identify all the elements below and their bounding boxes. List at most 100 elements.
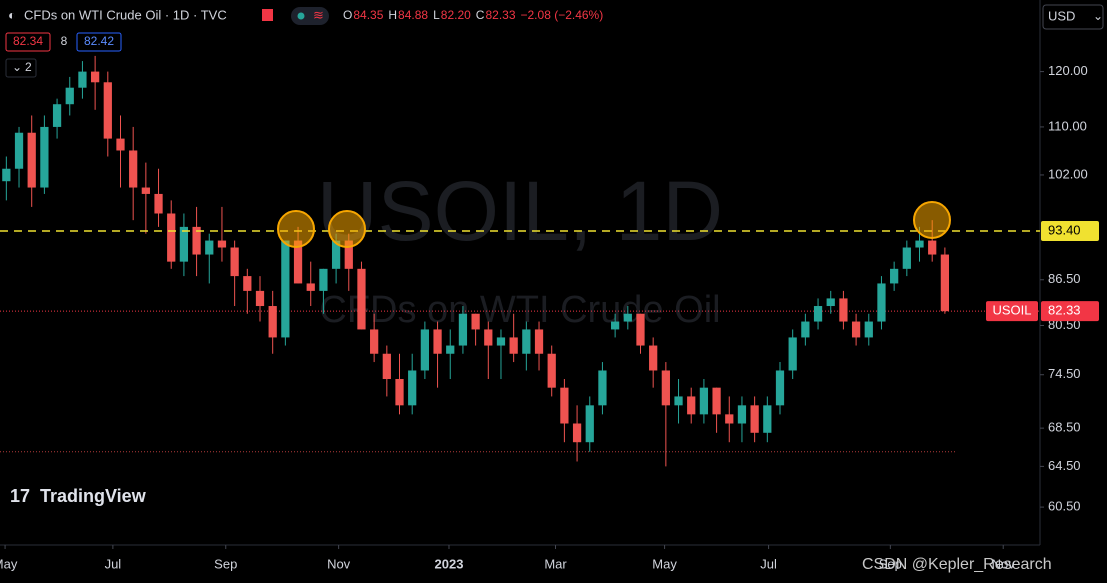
x-tick-label: Mar (544, 556, 567, 571)
candle-body (496, 337, 506, 346)
last-price-box (1041, 301, 1099, 322)
candle-body (78, 71, 87, 88)
candle-body (408, 370, 417, 406)
candle-body (205, 240, 214, 255)
ask-box[interactable] (76, 32, 122, 52)
indicators-count: 2 (25, 60, 32, 74)
candle-body (572, 423, 582, 443)
y-tick-label: 86.50 (1048, 271, 1081, 286)
candle-body (864, 321, 873, 338)
candle-body (775, 370, 785, 406)
market-dot (297, 12, 305, 20)
indicators-toggle[interactable] (5, 58, 37, 78)
candle-body (585, 405, 594, 443)
candle-body (674, 396, 683, 406)
candle-body (243, 276, 252, 291)
candle-body (116, 138, 125, 151)
y-tick-label: 120.00 (1048, 63, 1088, 78)
highlight-circle (328, 210, 366, 248)
ohlc-value: 84.88 (398, 8, 428, 22)
candle-body (2, 168, 11, 182)
y-tick-label: 74.50 (1048, 366, 1081, 381)
candle-body (179, 226, 189, 262)
ohlc-value: 82.33 (485, 8, 515, 22)
candle-body (255, 290, 265, 307)
status-pill[interactable] (291, 7, 329, 25)
candle-body (306, 283, 315, 291)
candle-body (268, 306, 277, 338)
ohlc-label: L (433, 8, 440, 22)
candle-body (649, 345, 658, 371)
currency: USD (1048, 8, 1075, 23)
last-name: USOIL (992, 303, 1031, 318)
candle-body (344, 240, 353, 269)
candle-body (661, 370, 670, 406)
legend-bar: ◐ CFDs on WTI Crude Oil · 1D · TVC ≋ O 84… (5, 7, 603, 78)
ohlc-label: C (476, 8, 485, 22)
candle-body (737, 405, 747, 424)
resistance-label-box (1041, 220, 1099, 241)
y-tick-label: 102.00 (1048, 166, 1088, 181)
candle-body (230, 247, 239, 277)
candle-body (813, 306, 823, 322)
x-tick-label: Sep (879, 556, 902, 571)
candle-body (915, 240, 924, 248)
y-tick-label: 64.50 (1048, 458, 1081, 473)
candle-body (788, 337, 797, 371)
x-tick-label: May (652, 556, 677, 571)
watermark: USOIL, 1D CFDs on WTI Crude Oil (317, 164, 723, 331)
currency-button[interactable] (1042, 4, 1104, 30)
candle-body (154, 193, 163, 214)
bid-box[interactable] (5, 32, 51, 52)
candle-body (319, 268, 328, 291)
watermark-subtitle: CFDs on WTI Crude Oil (319, 289, 720, 331)
x-tick-label: Jul (105, 556, 122, 571)
candle-body (687, 396, 696, 415)
ohlc-value: 84.35 (353, 8, 383, 22)
x-tick-label: 2023 (435, 556, 464, 571)
candle-body (293, 240, 303, 284)
y-tick-label: 60.50 (1048, 499, 1081, 514)
x-tick-label: Nov (327, 556, 351, 571)
candle-body (103, 82, 112, 139)
candle-body (712, 387, 721, 415)
candle-body (547, 353, 556, 388)
candle-body (370, 329, 379, 354)
last-price-label: 82.33 (1048, 303, 1081, 318)
highlight-circle (277, 210, 315, 248)
candle-body (699, 387, 709, 415)
brand-name: TradingView (40, 486, 147, 506)
candle-body (611, 321, 620, 330)
bid: 82.34 (13, 34, 43, 48)
candle-body (433, 329, 442, 354)
ohlc-label: H (388, 8, 397, 22)
candle-body (331, 240, 341, 269)
candle-body (52, 104, 62, 127)
candle-body (27, 132, 36, 188)
candle-body (826, 298, 835, 307)
ohlc-value: 82.20 (441, 8, 471, 22)
candle-body (890, 268, 899, 284)
y-tick-label: 110.00 (1048, 118, 1087, 133)
plot (0, 55, 1040, 467)
candle-body (928, 240, 937, 255)
candle-body (14, 132, 24, 169)
candle-body (382, 353, 391, 380)
candle-body (636, 313, 645, 346)
candle-body (940, 254, 949, 312)
candle-body (471, 313, 480, 330)
ohlc-label: O (343, 8, 352, 22)
chevron: ⌄ (12, 60, 22, 74)
ohlc: O 84.35 H 84.88 L 82.20 C 82.33 −2.08 (−2.46%) (343, 8, 603, 22)
candle-body (167, 213, 176, 262)
candle-body (560, 387, 569, 424)
candle-body (484, 329, 493, 346)
symbol-icon: ◐ (8, 7, 16, 22)
candle-body (192, 226, 201, 255)
candle-body (750, 405, 759, 433)
x-tick-label: Sep (214, 556, 237, 571)
brand-logo: 17 (10, 486, 30, 506)
candle-body (65, 87, 74, 105)
spread: 8 (61, 34, 68, 48)
